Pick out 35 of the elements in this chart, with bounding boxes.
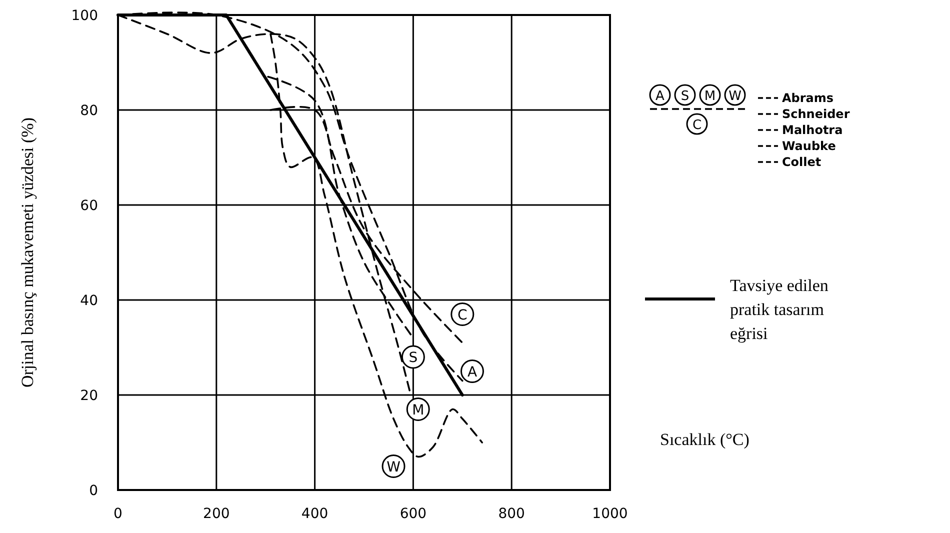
x-tick-label: 1000 <box>592 506 628 522</box>
circled-letter: A <box>460 360 484 383</box>
circled-letter: M <box>699 84 721 106</box>
x-tick-label: 0 <box>114 506 122 522</box>
legend-label: Malhotra <box>782 123 843 137</box>
circled-letter: W <box>724 84 746 106</box>
y-tick-label: 80 <box>80 103 98 119</box>
legend-label: Collet <box>782 155 822 169</box>
x-tick-label: 400 <box>301 506 328 522</box>
y-tick-label: 40 <box>80 293 98 309</box>
annotation: W <box>386 459 401 476</box>
circled-letter: C <box>686 113 708 135</box>
annotation: C <box>458 307 468 324</box>
x-axis-title: Sıcaklık (°C) <box>660 430 750 449</box>
y-tick-label: 100 <box>71 8 98 24</box>
legend-label: Waubke <box>782 139 836 153</box>
y-tick-label: 0 <box>89 483 98 499</box>
x-tick-label: 600 <box>400 506 427 522</box>
circled-letter: M <box>406 398 430 421</box>
circled-letter: W <box>382 454 406 478</box>
circled-letter: S <box>401 345 425 369</box>
circled-letter: C <box>450 302 474 326</box>
annotation: A <box>467 364 478 380</box>
y-tick-label: 20 <box>80 388 98 404</box>
legend-label: Schneider <box>782 107 850 121</box>
legend-label: Tavsiye edilen pratik tasarım eğrisi <box>730 276 829 343</box>
y-tick-label: 60 <box>80 198 98 214</box>
y-axis-title: Orjinal basınç mukavemeti yüzdesi (%) <box>18 117 37 388</box>
circled-letter: A <box>649 84 671 106</box>
x-tick-label: 800 <box>498 506 525 522</box>
circled-letter: S <box>674 84 696 106</box>
legend-label: Abrams <box>782 91 834 105</box>
annotation: M <box>412 402 424 418</box>
x-tick-label: 200 <box>203 506 230 522</box>
annotation: S <box>408 350 418 366</box>
